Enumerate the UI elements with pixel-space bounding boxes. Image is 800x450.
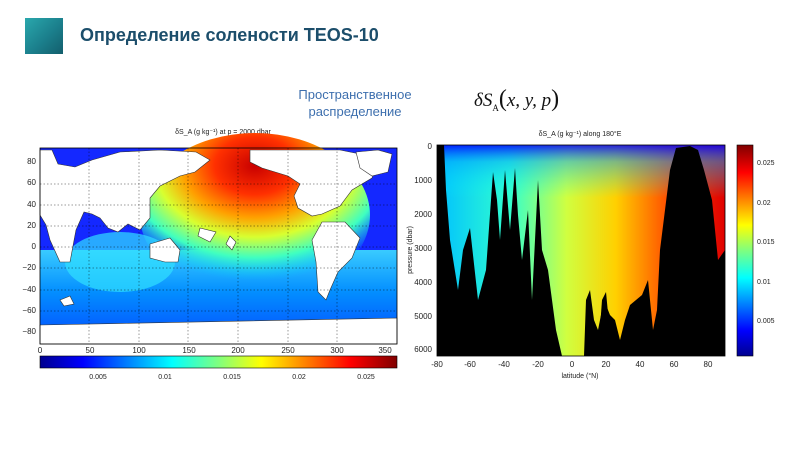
map-x-tick: 50 bbox=[86, 346, 95, 355]
map-y-tick: 60 bbox=[27, 178, 36, 187]
map-x-tick: 350 bbox=[378, 346, 392, 355]
map-y-tick: −80 bbox=[22, 327, 36, 336]
map-plot bbox=[39, 133, 398, 345]
map-south-america bbox=[311, 221, 361, 301]
map-x-tick: 150 bbox=[182, 346, 196, 355]
section-x-tick: -40 bbox=[498, 360, 510, 369]
formula-prefix: δS bbox=[474, 90, 493, 111]
section-y-tick: 1000 bbox=[414, 176, 432, 185]
map-x-tick: 100 bbox=[132, 346, 146, 355]
section-y-tick: 0 bbox=[428, 142, 433, 151]
map-colorbar-ticks: 0.005 0.01 0.015 0.02 0.025 bbox=[89, 374, 375, 381]
section-x-tick: 80 bbox=[704, 360, 713, 369]
section-colorbar-tick: 0.02 bbox=[757, 200, 771, 207]
map-colorbar-tick: 0.02 bbox=[292, 374, 306, 381]
map-y-tick: 20 bbox=[27, 221, 36, 230]
section-colorbar-ticks: 0.025 0.02 0.015 0.01 0.005 bbox=[757, 160, 775, 325]
map-indian-ocean bbox=[65, 232, 175, 292]
section-colorbar-tick: 0.005 bbox=[757, 318, 775, 325]
section-plot bbox=[436, 144, 726, 357]
map-land bbox=[39, 149, 398, 345]
formula: δSA(x, y, p) bbox=[474, 86, 560, 113]
title-accent-square bbox=[25, 18, 63, 54]
map-colorbar-tick: 0.005 bbox=[89, 374, 107, 381]
section-y-tick: 4000 bbox=[414, 278, 432, 287]
map-y-tick: 80 bbox=[27, 157, 36, 166]
map-y-tick: −20 bbox=[22, 263, 36, 272]
right-panel-title: δS_A (g kg⁻¹) along 180°E bbox=[539, 130, 622, 138]
map-colorbar-tick: 0.01 bbox=[158, 374, 172, 381]
formula-args: x, y, p bbox=[506, 90, 552, 111]
formula-subscript: A bbox=[492, 102, 499, 113]
section-x-tick: -60 bbox=[464, 360, 476, 369]
map-australia bbox=[149, 237, 181, 263]
map-new-zealand bbox=[225, 235, 237, 251]
section-y-axis: 0 1000 2000 3000 4000 5000 6000 bbox=[414, 142, 432, 354]
section-colorbar bbox=[736, 144, 754, 357]
section-seamount bbox=[640, 310, 652, 356]
section-ridge bbox=[598, 292, 612, 356]
section-x-label: latitude (°N) bbox=[561, 372, 598, 380]
map-colorbar bbox=[39, 355, 398, 369]
map-colorbar-tick: 0.015 bbox=[223, 374, 241, 381]
section-x-tick: 40 bbox=[636, 360, 645, 369]
section-seafloor bbox=[437, 145, 725, 356]
section-y-tick: 6000 bbox=[414, 345, 432, 354]
section-y-label: pressure (dbar) bbox=[407, 226, 414, 274]
map-x-axis: 0 50 100 150 200 250 300 350 bbox=[38, 346, 392, 355]
map-x-tick: 250 bbox=[281, 346, 295, 355]
map-eurasia-africa bbox=[39, 149, 211, 263]
section-x-tick: -20 bbox=[532, 360, 544, 369]
map-gridlines bbox=[40, 148, 397, 344]
section-x-tick: 60 bbox=[670, 360, 679, 369]
map-y-tick: −60 bbox=[22, 306, 36, 315]
slide-title: Определение солености TEOS-10 bbox=[80, 25, 379, 45]
section-x-tick: 20 bbox=[602, 360, 611, 369]
section-y-tick: 3000 bbox=[414, 244, 432, 253]
map-y-axis: 80 60 40 20 0 −20 −40 −60 −80 bbox=[22, 157, 36, 336]
section-colorbar-tick: 0.01 bbox=[757, 279, 771, 286]
section-frame bbox=[436, 144, 726, 357]
map-new-guinea bbox=[197, 227, 217, 243]
map-x-tick: 200 bbox=[231, 346, 245, 355]
map-x-tick: 300 bbox=[330, 346, 344, 355]
section-y-tick: 5000 bbox=[414, 312, 432, 321]
section-x-axis: -80 -60 -40 -20 0 20 40 60 80 bbox=[431, 360, 713, 369]
slide-subtitle: Пространственное распределение bbox=[298, 87, 412, 119]
section-x-tick: 0 bbox=[570, 360, 575, 369]
map-island bbox=[59, 295, 75, 307]
map-x-tick: 0 bbox=[38, 346, 43, 355]
section-y-tick: 2000 bbox=[414, 210, 432, 219]
map-greenland bbox=[355, 149, 393, 177]
map-frame bbox=[39, 147, 398, 345]
left-panel-title: δS_A (g kg⁻¹) at p = 2000 dbar bbox=[175, 129, 271, 136]
map-y-tick: 40 bbox=[27, 200, 36, 209]
section-x-tick: -80 bbox=[431, 360, 443, 369]
section-colorbar-tick: 0.025 bbox=[757, 160, 775, 167]
map-y-tick: 0 bbox=[32, 242, 37, 251]
section-colorbar-tick: 0.015 bbox=[757, 239, 775, 246]
map-colorbar-tick: 0.025 bbox=[357, 374, 375, 381]
map-y-tick: −40 bbox=[22, 285, 36, 294]
